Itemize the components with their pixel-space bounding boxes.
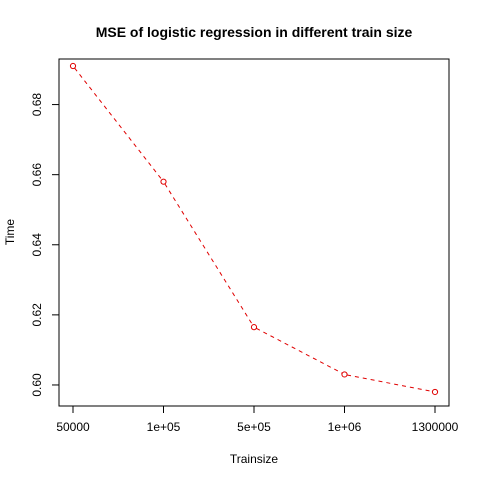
series-line-segment [74,67,163,180]
x-axis-label: Trainsize [230,452,279,466]
x-tick-label: 50000 [56,420,90,434]
y-tick-label: 0.68 [30,93,44,117]
data-point [250,324,258,331]
series-line-segment [164,183,254,326]
y-tick-label: 0.64 [30,233,44,257]
y-tick-label: 0.62 [30,303,44,327]
data-point [69,62,77,70]
x-tick-label: 5e+05 [237,420,271,434]
x-tick-label: 1e+06 [328,420,362,434]
plot-frame [58,58,450,407]
data-point [341,371,348,378]
y-tick-label: 0.66 [30,163,44,187]
series-line-segment [256,327,343,374]
data-point [160,178,167,185]
series-line-segment [346,374,433,392]
y-tick-label: 0.60 [30,373,44,397]
x-tick-label: 1e+05 [147,420,181,434]
series-layer [69,62,439,396]
data-point [431,388,439,396]
y-axis: 0.60 0.62 0.64 0.66 0.68 [30,93,60,397]
x-tick-label: 1300000 [412,420,459,434]
y-axis-label: Time [3,219,17,246]
x-axis: 50000 1e+05 5e+05 1e+06 1300000 [56,405,459,434]
chart-title: MSE of logistic regression in different … [96,24,413,40]
